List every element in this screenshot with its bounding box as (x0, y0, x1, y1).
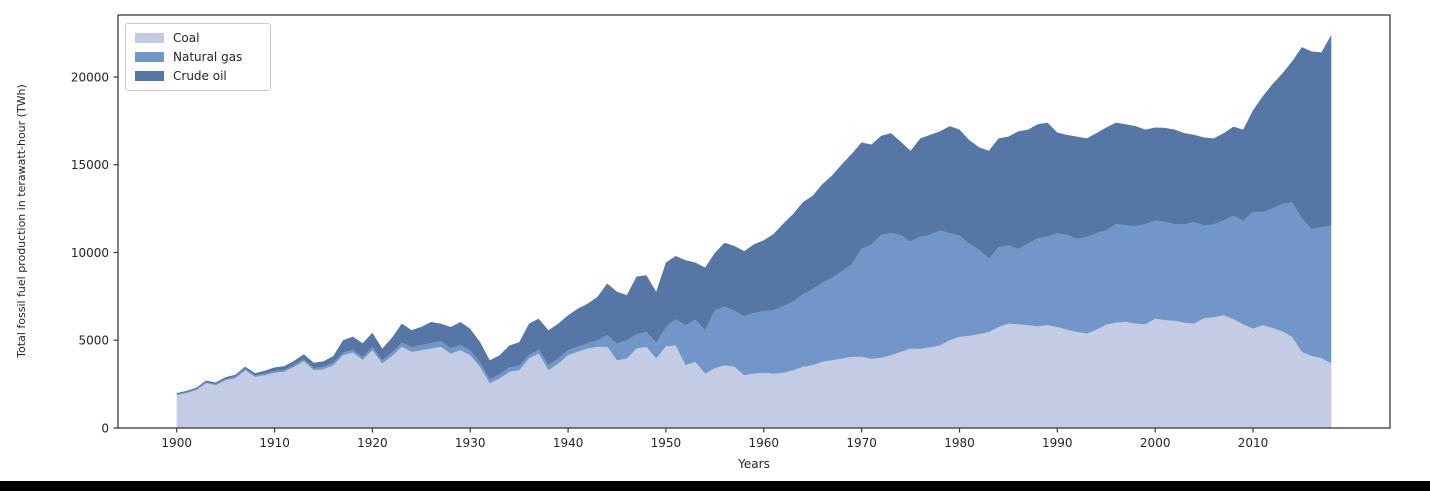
y-tick-label: 10000 (71, 246, 109, 260)
y-tick-label: 15000 (71, 158, 109, 172)
y-tick-label: 20000 (71, 70, 109, 84)
tick-labels: 1900 1910 1920 1930 1940 1950 1960 1970 1980 1990… (71, 70, 1268, 450)
x-tick-label: 2000 (1140, 436, 1171, 450)
area-natural-gas (176, 202, 1332, 396)
chart-canvas: 1900 1910 1920 1930 1940 1950 1960 1970 1980 1990… (15, 14, 1391, 471)
legend-label-natural-gas: Natural gas (173, 50, 243, 64)
stacked-areas (176, 34, 1332, 428)
natural-gas-swatch-icon (135, 52, 164, 62)
x-axis-label: Years (737, 457, 770, 471)
area-coal (176, 315, 1332, 428)
y-axis-label: Total fossil fuel production in terawatt… (15, 84, 28, 359)
legend-item-coal: Coal (135, 31, 260, 45)
x-tick-label: 1930 (455, 436, 486, 450)
area-crude-oil (176, 34, 1332, 395)
x-tick-label: 1910 (259, 436, 290, 450)
legend-item-crude-oil: Crude oil (135, 69, 260, 83)
y-tick-label: 5000 (78, 334, 109, 348)
plot-frame (117, 14, 1391, 429)
crude-oil-swatch-icon (135, 71, 164, 81)
x-tick-label: 1960 (749, 436, 780, 450)
x-tick-label: 2010 (1238, 436, 1269, 450)
x-tick-label: 1900 (161, 436, 192, 450)
x-tick-label: 1970 (846, 436, 877, 450)
x-tick-label: 1940 (553, 436, 584, 450)
legend: Coal Natural gas Crude oil (125, 23, 271, 91)
x-tick-label: 1990 (1042, 436, 1073, 450)
coal-swatch-icon (135, 33, 164, 43)
y-tick-label: 0 (101, 421, 109, 435)
legend-label-coal: Coal (173, 31, 200, 45)
x-tick-label: 1920 (357, 436, 388, 450)
x-tick-label: 1950 (651, 436, 682, 450)
bottom-bar (0, 481, 1430, 491)
legend-item-natural-gas: Natural gas (135, 50, 260, 64)
x-tick-label: 1980 (944, 436, 975, 450)
axes-frame (113, 14, 1391, 433)
legend-label-crude-oil: Crude oil (173, 69, 227, 83)
